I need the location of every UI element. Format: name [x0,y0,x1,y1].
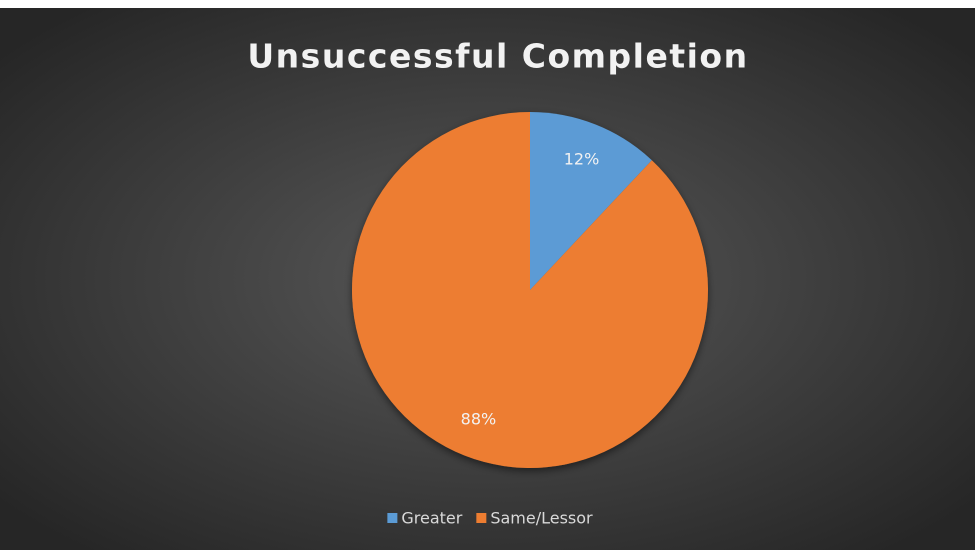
pie [351,112,708,468]
legend-label: Greater [401,509,462,528]
legend-label: Same/Lessor [490,509,593,528]
pie-slice [530,112,652,290]
legend-swatch [476,513,487,523]
chart-title: Unsuccessful Completion [247,37,748,76]
legend-swatch [387,513,398,523]
data-label: 12% [564,149,600,168]
data-label: 88% [461,410,497,429]
pie-slice [351,112,708,468]
